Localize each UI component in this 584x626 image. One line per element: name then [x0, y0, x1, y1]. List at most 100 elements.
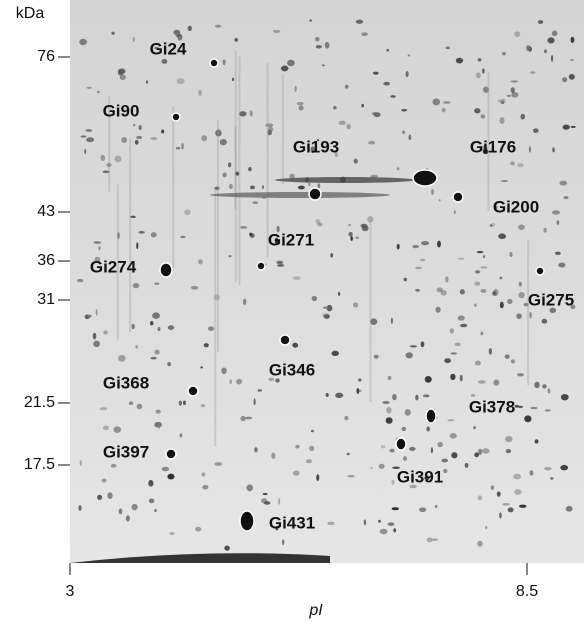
gel-dot: [338, 120, 346, 125]
gel-dot: [372, 71, 379, 75]
gel-dot: [275, 378, 280, 383]
gel-dot: [298, 105, 304, 111]
gel-dot: [482, 148, 489, 155]
gel-dot: [244, 416, 253, 420]
gel-dot: [136, 403, 143, 410]
gel-dot: [431, 188, 434, 196]
gel-dot: [517, 405, 523, 409]
gel-dot: [385, 417, 393, 424]
gel-dot: [497, 99, 505, 103]
gel-dot: [478, 448, 483, 455]
gel-dot: [228, 183, 233, 190]
gel-dot: [419, 258, 426, 262]
gel-dot: [569, 58, 574, 61]
gel-dot: [248, 166, 252, 172]
gel-dot: [489, 224, 493, 227]
gel-dot: [570, 36, 575, 43]
gel-dot: [409, 446, 416, 451]
spot-label: Gi193: [293, 137, 339, 156]
gel-dot: [128, 401, 134, 406]
gel-dot: [102, 170, 110, 174]
gel-dot: [392, 466, 400, 470]
gel-dot: [215, 129, 222, 137]
gel-dot: [310, 146, 316, 154]
gel-dot: [93, 340, 101, 348]
protein-spot: [535, 266, 545, 276]
gel-dot: [480, 266, 488, 269]
spot-label: Gi24: [150, 39, 187, 58]
gel-dot: [132, 124, 136, 127]
gel-dot: [242, 298, 247, 306]
spot-label: Gi176: [470, 137, 516, 156]
gel-dot: [287, 59, 295, 67]
y-tick-label: 76: [37, 48, 55, 65]
gel-dot: [485, 525, 488, 530]
gel-dot: [451, 452, 458, 459]
gel-dot: [460, 323, 468, 328]
protein-spot: [187, 385, 199, 397]
x-tick-label: 8.5: [516, 583, 538, 600]
gel-dot: [289, 173, 295, 180]
gel-dot: [253, 398, 256, 406]
spot-label: Gi275: [528, 290, 574, 309]
gel-dot: [529, 311, 532, 319]
gel-streak: [527, 239, 530, 385]
gel-dot: [436, 287, 443, 293]
gel-dot: [435, 306, 441, 313]
gel-dot: [510, 87, 515, 94]
gel-dot: [510, 161, 515, 166]
y-tick-label: 36: [37, 252, 55, 269]
gel-dot: [315, 44, 322, 49]
gel-dot: [309, 19, 312, 22]
gel-dot: [78, 505, 82, 511]
spot-label: Gi271: [268, 230, 314, 249]
gel-dot: [268, 377, 275, 381]
gel-dot: [76, 278, 84, 283]
gel-dot: [103, 330, 108, 335]
gel-dot: [334, 151, 339, 158]
gel-dot: [154, 46, 159, 50]
gel-dot: [480, 289, 487, 293]
gel-dot: [344, 84, 349, 89]
gel-dot: [106, 162, 112, 168]
gel-streak: [238, 56, 241, 286]
gel-dot: [373, 354, 379, 359]
gel-dot: [370, 318, 378, 325]
gel-dot: [475, 72, 481, 79]
gel-dot: [441, 458, 449, 463]
gel-dot: [393, 528, 397, 533]
gel-dot: [378, 463, 385, 469]
gel-dot: [450, 352, 457, 355]
gel-dot: [167, 361, 171, 367]
gel-dot: [440, 290, 447, 296]
gel-dot: [454, 342, 461, 347]
gel-dot: [415, 288, 421, 292]
gel-dot: [184, 209, 191, 216]
gel-dot: [316, 474, 320, 481]
gel-dot: [554, 251, 561, 255]
gel-dot: [134, 139, 139, 145]
gel-dot: [443, 468, 448, 474]
gel-dot: [292, 342, 299, 348]
gel-dot: [228, 255, 232, 258]
gel-dot: [570, 125, 576, 128]
gel-dot: [391, 507, 399, 511]
protein-spot: [425, 408, 437, 424]
gel-dot: [562, 124, 570, 130]
gel-dot: [102, 425, 110, 431]
gel-dot: [464, 462, 469, 468]
gel-dot: [544, 466, 552, 471]
gel-dot: [292, 276, 301, 281]
gel-dot: [330, 253, 333, 258]
gel-dot: [505, 448, 512, 454]
gel-dot: [444, 358, 452, 364]
gel-dot: [148, 498, 155, 504]
protein-spot: [452, 191, 464, 203]
gel-dot: [556, 220, 560, 225]
protein-spot: [395, 437, 407, 451]
gel-dot: [426, 426, 430, 432]
gel-dot: [274, 237, 279, 244]
gel-dot: [315, 37, 320, 42]
gel-dot: [208, 326, 215, 331]
